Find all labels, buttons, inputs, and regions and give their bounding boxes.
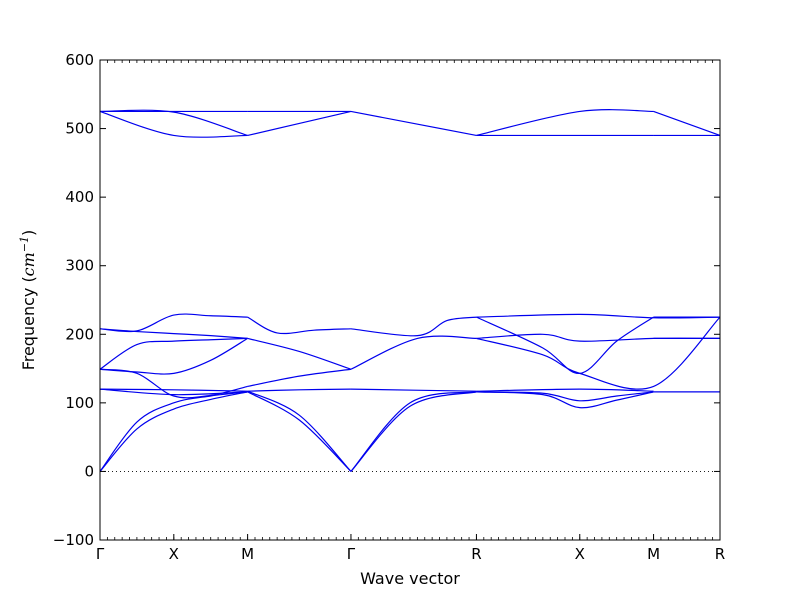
y-tick-label: 600 [65, 51, 94, 69]
y-tick-label: 200 [65, 325, 94, 343]
band-line-6 [247, 388, 351, 392]
x-tick-label: X [575, 545, 585, 563]
y-tick-label: −100 [53, 531, 94, 549]
band-line-15 [99, 337, 248, 370]
band-line-14 [99, 337, 248, 375]
band-line-19 [247, 316, 351, 335]
band-line-8 [350, 391, 477, 472]
x-tick-label: M [647, 545, 660, 563]
y-tick-label: 0 [84, 462, 94, 480]
band-line-0 [99, 391, 248, 472]
band-lines [99, 109, 721, 472]
band-line-21 [247, 368, 352, 387]
band-line-35 [350, 110, 477, 137]
band-line-22 [350, 316, 477, 337]
band-line-38 [653, 110, 721, 136]
y-tick-label: 500 [65, 120, 94, 138]
band-line-27 [476, 316, 721, 390]
x-tick-label: Γ [96, 545, 105, 563]
band-line-31 [99, 110, 248, 138]
band-line-18 [99, 368, 248, 399]
band-line-36 [476, 109, 654, 137]
x-tick-label: Γ [347, 545, 356, 563]
y-tick-label: 300 [65, 257, 94, 275]
band-line-12 [476, 388, 654, 392]
band-line-11 [476, 391, 654, 402]
ticks: −100 0 100 200 300 400 500 600 Γ X M Γ R X M R [53, 51, 725, 563]
band-line-23 [350, 335, 477, 370]
band-line-33 [247, 110, 352, 137]
band-line-17 [99, 328, 248, 339]
y-axis-label-unit-exp: −1 [18, 236, 31, 252]
y-tick-label: 400 [65, 188, 94, 206]
band-line-5 [247, 390, 352, 472]
band-line-4 [247, 391, 352, 472]
band-line-3 [99, 388, 248, 396]
band-line-20 [247, 337, 352, 370]
y-axis-label: Frequency (cm−1) [18, 230, 39, 371]
y-axis-label-unit: cm [19, 252, 38, 276]
band-line-16 [99, 313, 248, 333]
y-tick-label: 100 [65, 394, 94, 412]
y-axis-label-suffix: ) [19, 230, 38, 236]
x-axis-label: Wave vector [360, 569, 460, 588]
plot-frame [99, 59, 721, 541]
band-line-9 [350, 388, 477, 392]
band-line-24 [476, 313, 721, 319]
band-line-26 [476, 316, 654, 374]
x-tick-label: X [169, 545, 179, 563]
y-axis-label-prefix: Frequency ( [19, 276, 38, 370]
x-tick-label: R [471, 545, 481, 563]
band-line-7 [350, 391, 477, 472]
band-line-1 [99, 391, 248, 472]
x-tick-label: M [241, 545, 254, 563]
x-tick-label: R [715, 545, 725, 563]
band-line-32 [99, 109, 248, 137]
band-line-25 [476, 333, 721, 342]
